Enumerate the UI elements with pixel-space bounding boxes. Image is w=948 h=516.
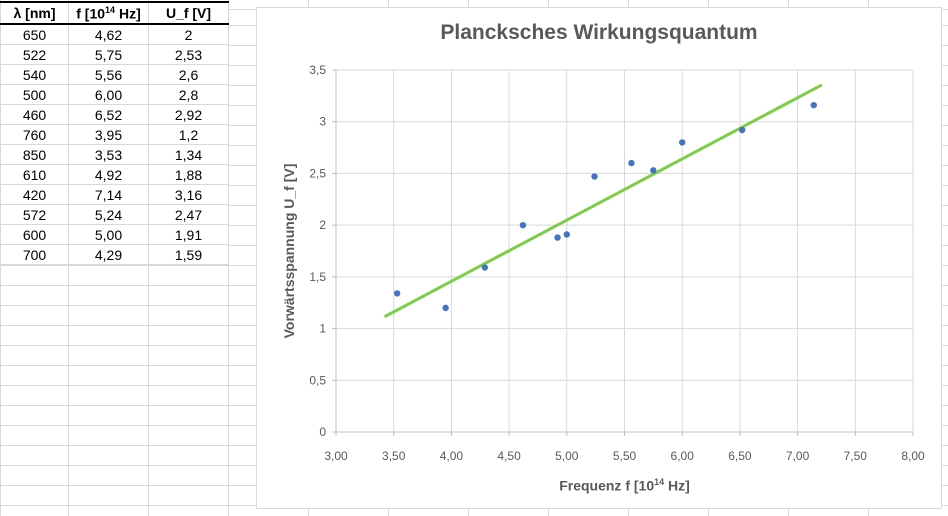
data-point (563, 231, 570, 238)
y-axis-title: Vorwärtsspannung U_f [V] (281, 163, 297, 339)
table-cell[interactable]: 1,59 (148, 244, 229, 265)
data-point (519, 221, 527, 229)
table-cell[interactable]: 760 (0, 124, 69, 145)
data-point (739, 126, 746, 134)
table-row: 522 5,75 2,53 (0, 44, 229, 65)
table-cell[interactable]: 700 (0, 244, 69, 265)
y-tick-label: 1 (319, 322, 326, 336)
table-cell[interactable]: 4,62 (68, 24, 149, 45)
table-header-row: λ [nm] f [1014 Hz] U_f [V] (0, 1, 229, 25)
data-point (554, 234, 561, 241)
table-cell[interactable]: 572 (0, 204, 69, 225)
x-tick-label: 3,00 (324, 449, 348, 463)
table-cell[interactable]: 2,47 (148, 204, 229, 225)
table-row: 850 3,53 1,34 (0, 144, 229, 165)
chart-title: Plancksches Wirkungsquantum (440, 21, 758, 44)
x-tick-label: 3,50 (382, 449, 406, 463)
x-tick-label: 4,00 (440, 449, 464, 463)
header-cell-lambda[interactable]: λ [nm] (0, 1, 69, 25)
table-cell[interactable]: 3,16 (148, 184, 229, 205)
table-row: 700 4,29 1,59 (0, 244, 229, 265)
table-row: 540 5,56 2,6 (0, 64, 229, 85)
x-tick-label: 7,00 (786, 449, 810, 463)
table-cell[interactable]: 1,34 (148, 144, 229, 165)
table-cell[interactable]: 650 (0, 24, 69, 45)
table-cell[interactable]: 1,88 (148, 164, 229, 185)
table-cell[interactable]: 6,52 (68, 104, 149, 125)
y-tick-label: 3,5 (309, 63, 326, 77)
table-cell[interactable]: 522 (0, 44, 69, 65)
header-cell-voltage[interactable]: U_f [V] (148, 1, 229, 25)
table-cell[interactable]: 3,53 (68, 144, 149, 165)
table-cell[interactable]: 7,14 (68, 184, 149, 205)
table-cell[interactable]: 6,00 (68, 84, 149, 105)
table-row: 760 3,95 1,2 (0, 124, 229, 145)
table-cell[interactable]: 2,53 (148, 44, 229, 65)
x-axis-title: Frequenz f [1014 Hz] (336, 477, 913, 494)
plot-area: 3,00 3,50 4,00 4,50 5,00 5,50 6,00 6,50 7,00 7,50… (309, 63, 925, 463)
x-tick-label: 6,00 (671, 449, 695, 463)
y-tick-label: 0 (319, 425, 326, 439)
y-tick-label: 0,5 (309, 373, 326, 387)
data-point (591, 173, 598, 180)
y-tick-label: 1,5 (309, 270, 326, 284)
table-row: 572 5,24 2,47 (0, 204, 229, 225)
table-cell[interactable]: 600 (0, 224, 69, 245)
data-point (481, 264, 489, 271)
table-cell[interactable]: 5,24 (68, 204, 149, 225)
x-tick-label: 7,50 (844, 449, 868, 463)
data-point (650, 167, 657, 174)
table-row: 500 6,00 2,8 (0, 84, 229, 105)
table-row: 600 5,00 1,91 (0, 224, 229, 245)
table-row: 460 6,52 2,92 (0, 104, 229, 125)
x-tick-label: 8,00 (901, 449, 925, 463)
data-point (393, 290, 401, 297)
data-table: λ [nm] f [1014 Hz] U_f [V] 650 4,62 2 522 5,… (0, 1, 229, 265)
table-row: 650 4,62 2 (0, 24, 229, 45)
chart[interactable]: 3,00 3,50 4,00 4,50 5,00 5,50 6,00 6,50 7,00 7,50… (256, 7, 942, 509)
header-frequency-unit: Hz] (115, 5, 141, 22)
header-cell-frequency[interactable]: f [1014 Hz] (68, 1, 149, 25)
trendline (384, 84, 823, 318)
table-cell[interactable]: 1,2 (148, 124, 229, 145)
table-row: 420 7,14 3,16 (0, 184, 229, 205)
header-frequency-superscript: 14 (105, 4, 116, 15)
table-cell[interactable]: 2 (148, 24, 229, 45)
data-point (628, 159, 635, 167)
table-cell[interactable]: 2,8 (148, 84, 229, 105)
table-cell[interactable]: 460 (0, 104, 69, 125)
data-point (442, 304, 449, 312)
y-tick-label: 2 (319, 218, 326, 232)
table-cell[interactable]: 5,00 (68, 224, 149, 245)
table-cell[interactable]: 540 (0, 64, 69, 85)
table-cell[interactable]: 2,6 (148, 64, 229, 85)
data-point (810, 101, 817, 109)
table-cell[interactable]: 4,92 (68, 164, 149, 185)
table-cell[interactable]: 5,56 (68, 64, 149, 85)
x-tick-label: 6,50 (728, 449, 752, 463)
y-tick-label: 2,5 (309, 166, 326, 180)
table-cell[interactable]: 850 (0, 144, 69, 165)
table-row: 610 4,92 1,88 (0, 164, 229, 185)
table-cell[interactable]: 2,92 (148, 104, 229, 125)
data-point (679, 139, 686, 146)
y-tick-label: 3 (319, 115, 326, 129)
x-tick-label: 4,50 (497, 449, 521, 463)
x-axis-title-superscript: 14 (654, 477, 665, 487)
table-cell[interactable]: 420 (0, 184, 69, 205)
x-tick-label: 5,00 (555, 449, 579, 463)
table-cell[interactable]: 4,29 (68, 244, 149, 265)
table-cell[interactable]: 500 (0, 84, 69, 105)
table-cell[interactable]: 5,75 (68, 44, 149, 65)
header-frequency-text: f [10 (76, 5, 106, 22)
x-axis-title-text: Frequenz f [10 (559, 477, 655, 494)
table-cell[interactable]: 1,91 (148, 224, 229, 245)
x-axis-title-unit: Hz] (664, 477, 690, 494)
table-cell[interactable]: 3,95 (68, 124, 149, 145)
table-cell[interactable]: 610 (0, 164, 69, 185)
x-tick-label: 5,50 (613, 449, 637, 463)
